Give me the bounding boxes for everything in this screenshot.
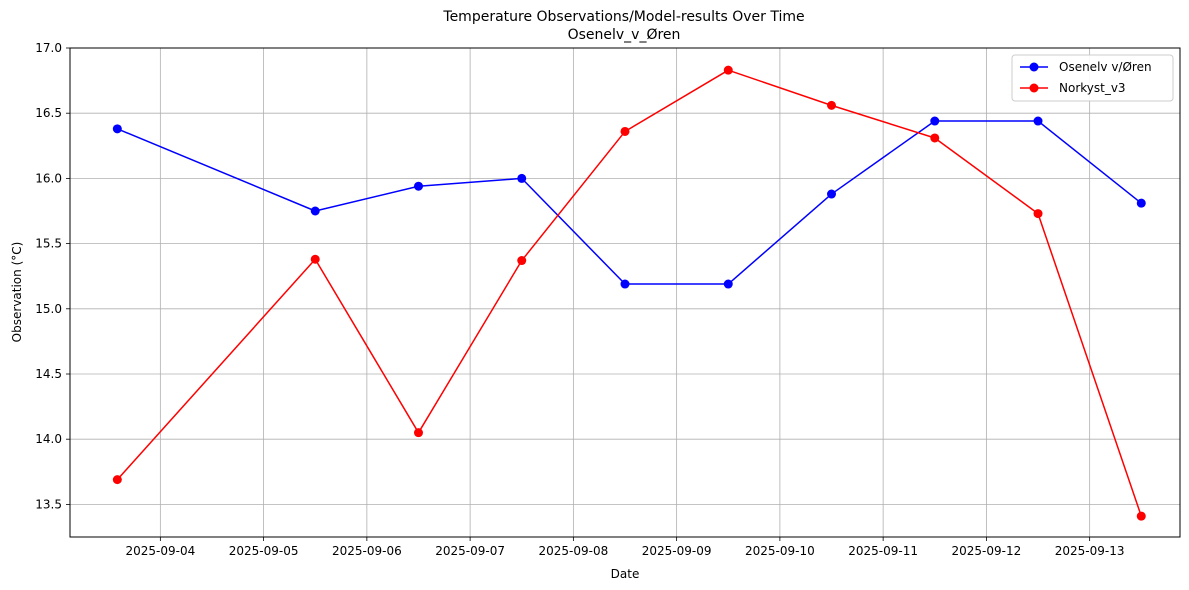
x-tick-label: 2025-09-06 — [332, 544, 402, 558]
data-point — [413, 428, 423, 438]
data-point — [1033, 209, 1043, 219]
legend-marker-0 — [1029, 62, 1039, 72]
x-tick-label: 2025-09-08 — [538, 544, 608, 558]
series-line-1 — [116, 69, 1142, 517]
data-point — [1136, 198, 1146, 208]
y-tick-label: 17.0 — [35, 41, 62, 55]
data-point — [413, 181, 423, 191]
x-tick-label: 2025-09-12 — [952, 544, 1022, 558]
legend-marker-1 — [1029, 83, 1039, 93]
data-point — [620, 279, 630, 289]
data-point — [723, 279, 733, 289]
data-point — [517, 173, 527, 183]
data-point — [930, 133, 940, 143]
legend-label-1: Norkyst_v3 — [1059, 81, 1126, 95]
data-point — [112, 475, 122, 485]
y-axis-label: Observation (°C) — [10, 242, 24, 343]
data-point — [827, 189, 837, 199]
data-point — [723, 65, 733, 75]
series-layer — [112, 65, 1146, 521]
x-tick-label: 2025-09-04 — [125, 544, 195, 558]
x-tick-label: 2025-09-09 — [642, 544, 712, 558]
data-point — [1136, 511, 1146, 521]
x-tick-label: 2025-09-11 — [848, 544, 918, 558]
legend-entry-1: Norkyst_v3 — [1020, 81, 1126, 95]
y-tick-label: 16.0 — [35, 171, 62, 185]
legend-box — [1011, 54, 1174, 102]
y-tick-label: 15.5 — [35, 237, 62, 251]
x-axis-label: Date — [611, 567, 640, 581]
legend: Osenelv v/Øren Norkyst_v3 — [1011, 54, 1174, 102]
data-point — [310, 206, 320, 216]
x-tick-label: 2025-09-13 — [1055, 544, 1125, 558]
legend-entry-0: Osenelv v/Øren — [1020, 60, 1152, 74]
ticks: 2025-09-04 2025-09-05 2025-09-06 2025-09-07… — [35, 41, 1124, 558]
chart-subtitle: Osenelv_v_Øren — [568, 27, 681, 43]
data-point — [310, 254, 320, 264]
series-0 — [112, 116, 1146, 289]
data-point — [827, 100, 837, 110]
y-tick-label: 13.5 — [35, 497, 62, 511]
series-line-0 — [117, 120, 1142, 285]
data-point — [1033, 116, 1043, 126]
y-tick-label: 14.0 — [35, 432, 62, 446]
data-point — [620, 126, 630, 136]
plot-area: 2025-09-04 2025-09-05 2025-09-06 2025-09-07… — [35, 41, 1181, 558]
x-tick-label: 2025-09-05 — [229, 544, 299, 558]
y-tick-label: 16.5 — [35, 106, 62, 120]
y-tick-label: 14.5 — [35, 367, 62, 381]
x-tick-label: 2025-09-10 — [745, 544, 815, 558]
y-tick-label: 15.0 — [35, 302, 62, 316]
data-point — [112, 124, 122, 134]
data-point — [517, 256, 527, 266]
data-point — [930, 116, 940, 126]
series-1 — [112, 65, 1146, 521]
grid — [70, 47, 1180, 537]
chart-title: Temperature Observations/Model-results O… — [442, 9, 804, 25]
x-tick-label: 2025-09-07 — [435, 544, 505, 558]
legend-label-0: Osenelv v/Øren — [1059, 60, 1152, 74]
